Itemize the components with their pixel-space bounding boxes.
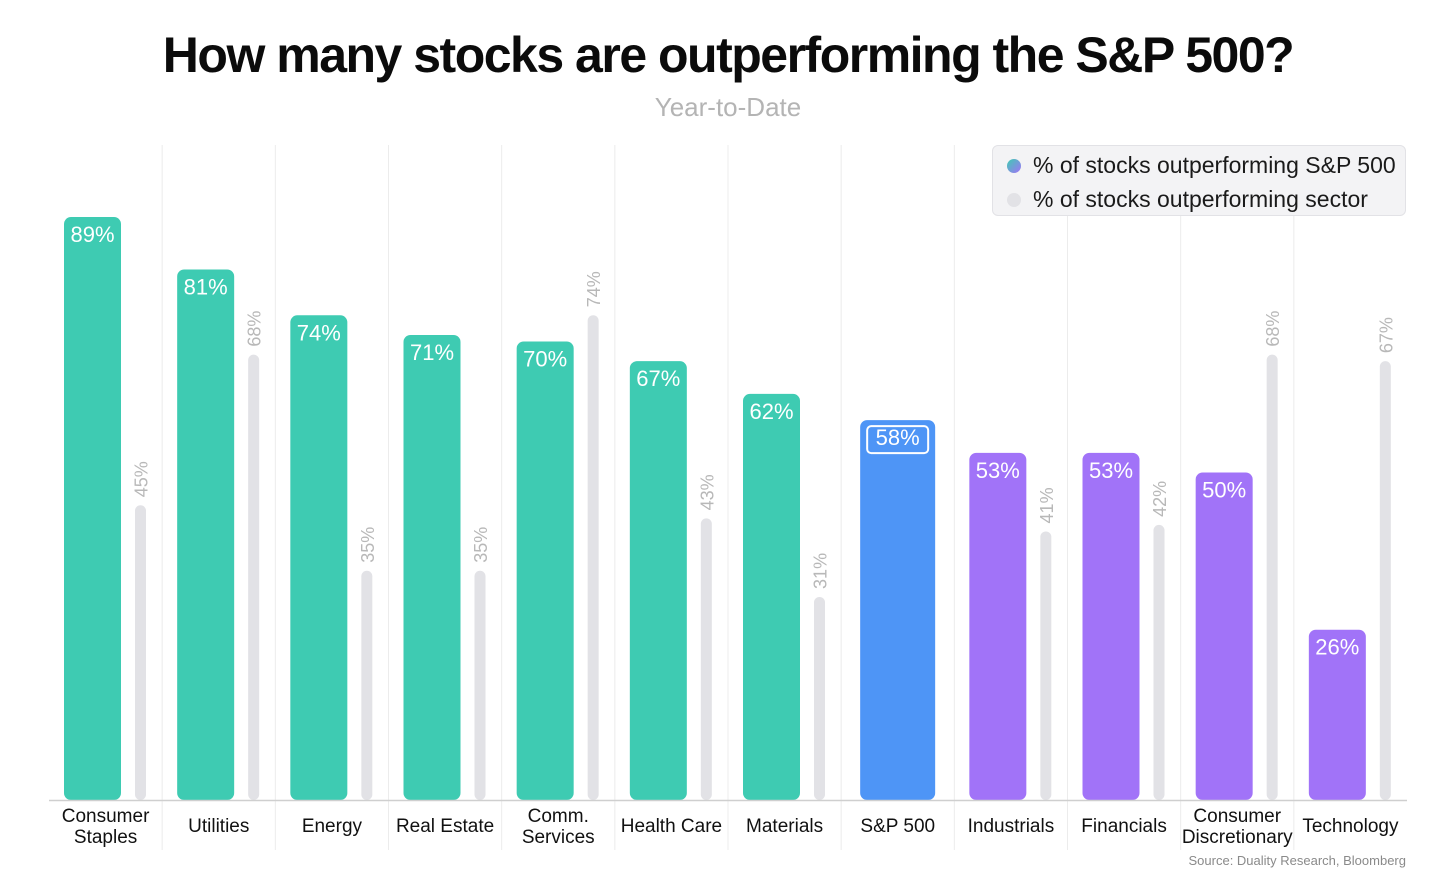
main-bar [290,315,348,800]
sector-bar-label: 67% [1376,317,1396,353]
main-bar-label: 26% [1315,635,1359,660]
chart-title: How many stocks are outperforming the S&… [162,27,1295,83]
sector-bar-label: 74% [584,271,604,307]
sector-bar-label: 68% [1263,311,1283,347]
main-bar-label: 71% [410,340,454,365]
sector-bar-label: 41% [1037,487,1057,523]
main-bar [1195,472,1253,800]
category-label: Comm. Services [522,806,595,848]
category-label: S&P 500 [860,816,935,837]
main-bar [629,361,687,800]
legend-item-outperforming-sector: % of stocks outperforming sector [1007,186,1368,213]
chart-subtitle: Year-to-Date [654,92,802,122]
sector-bar [700,518,712,800]
sector-bar-label: 45% [132,461,152,497]
sector-bar-label: 42% [1150,481,1170,517]
legend: % of stocks outperforming S&P 500 % of s… [992,145,1406,216]
sector-bar-label: 43% [697,474,717,510]
main-bar [64,217,121,801]
sector-bar [135,505,146,800]
main-bar [969,452,1027,800]
main-bar-label: 58% [876,425,920,450]
main-bar-label: 62% [749,399,793,424]
sector-bar [1153,524,1165,800]
category-label: Energy [302,816,363,837]
main-bar-label: 53% [976,458,1020,483]
category-label: Consumer Staples [62,806,150,848]
sector-bar [587,315,599,800]
main-bar [1082,452,1140,800]
category-label: Health Care [621,816,722,837]
legend-item-outperforming-sp500: % of stocks outperforming S&P 500 [1007,152,1396,179]
category-label: Financials [1081,816,1167,837]
sector-bar [1266,354,1278,800]
category-label: Consumer Discretionary [1182,806,1293,848]
sector-bar [361,570,373,800]
main-bar-label: 70% [523,347,567,372]
sector-bar-label: 35% [358,527,378,563]
category-label: Industrials [968,816,1055,837]
main-bar [1308,629,1366,800]
sector-bar [1040,531,1052,800]
legend-label-sector: % of stocks outperforming sector [1033,186,1368,212]
sector-bar [474,570,486,800]
category-label: Utilities [188,816,249,837]
main-bar-label: 50% [1202,478,1246,503]
legend-swatch-sp500 [1007,158,1021,173]
legend-swatch-sector [1007,192,1021,207]
main-bar [743,393,800,800]
main-bar [177,269,235,800]
main-bar-label: 81% [184,274,228,299]
sector-bar [814,596,825,800]
main-bar [403,334,461,800]
source-note: Source: Duality Research, Bloomberg [1188,853,1407,868]
category-label: Materials [746,816,823,837]
sector-bar-label: 35% [471,527,491,563]
sector-bar [1379,361,1391,800]
sector-bar-label: 68% [245,311,265,347]
main-bar-label: 74% [297,320,341,345]
sector-bar [248,354,260,800]
legend-label-sp500: % of stocks outperforming S&P 500 [1033,152,1396,178]
main-bar-label: 89% [70,222,114,247]
benchmark-label-frame [866,425,930,455]
sector-bar-label: 31% [811,553,831,589]
category-label: Real Estate [396,816,494,837]
main-bar-label: 53% [1089,458,1133,483]
category-label: Technology [1302,816,1399,837]
main-bar-label: 67% [636,366,680,391]
main-bar [516,341,574,800]
main-bar [860,420,936,800]
